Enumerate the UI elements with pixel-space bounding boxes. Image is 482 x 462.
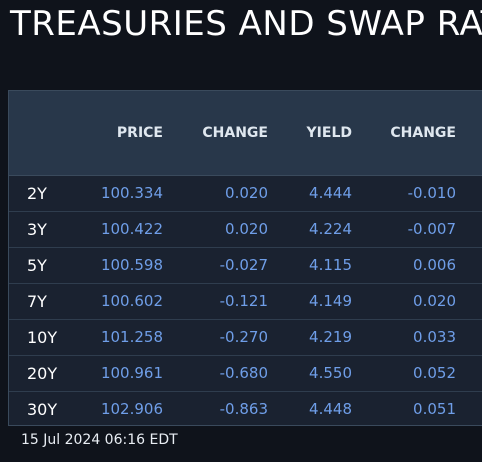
spacer-cell — [456, 247, 482, 284]
table-row: 3Y 100.422 0.020 4.224 -0.007 — [9, 211, 482, 248]
price-change-cell: -0.680 — [163, 355, 268, 392]
rates-table-container: PRICE CHANGE YIELD CHANGE 2Y 100.334 0.0… — [8, 90, 482, 426]
price-cell: 100.598 — [79, 247, 163, 284]
table-row: 30Y 102.906 -0.863 4.448 0.051 — [9, 391, 482, 427]
yield-cell: 4.224 — [268, 211, 352, 248]
tenor-cell: 7Y — [9, 283, 79, 320]
price-cell: 101.258 — [79, 319, 163, 356]
timestamp: 15 Jul 2024 06:16 EDT — [21, 432, 178, 448]
yield-change-cell: -0.007 — [352, 211, 456, 248]
spacer-cell — [456, 211, 482, 248]
tenor-cell: 30Y — [27, 399, 58, 419]
spacer-cell — [456, 391, 482, 427]
yield-change-cell: 0.020 — [352, 283, 456, 320]
price-cell: 100.602 — [79, 283, 163, 320]
page-title: TREASURIES AND SWAP RAT — [10, 4, 482, 44]
price-change-cell: -0.863 — [219, 400, 268, 419]
yield-change-cell: 0.033 — [352, 319, 456, 356]
price-cell: 100.422 — [79, 211, 163, 248]
price-cell: 100.334 — [79, 175, 163, 212]
yield-change-cell: 0.006 — [352, 247, 456, 284]
table-row: 5Y 100.598 -0.027 4.115 0.006 — [9, 247, 482, 284]
table-row: 10Y 101.258 -0.270 4.219 0.033 — [9, 319, 482, 356]
spacer-cell — [456, 355, 482, 392]
table-row: 7Y 100.602 -0.121 4.149 0.020 — [9, 283, 482, 320]
tenor-cell: 3Y — [9, 211, 79, 248]
spacer-cell — [456, 283, 482, 320]
column-header-price-change: CHANGE — [163, 91, 268, 176]
yield-change-cell: 0.052 — [352, 355, 456, 392]
yield-cell: 4.149 — [268, 283, 352, 320]
table-body: 2Y 100.334 0.020 4.444 -0.010 3Y 100.422… — [9, 175, 482, 427]
yield-change-cell: 0.051 — [413, 400, 456, 419]
price-change-cell: -0.121 — [163, 283, 268, 320]
tenor-cell: 20Y — [9, 355, 79, 392]
price-change-cell: -0.027 — [163, 247, 268, 284]
yield-cell: 4.444 — [268, 175, 352, 212]
price-change-cell: -0.270 — [163, 319, 268, 356]
header-row: PRICE CHANGE YIELD CHANGE — [9, 91, 482, 176]
yield-change-cell: -0.010 — [352, 175, 456, 212]
table-row: 2Y 100.334 0.020 4.444 -0.010 — [9, 175, 482, 212]
tenor-cell: 5Y — [9, 247, 79, 284]
yield-cell: 4.550 — [268, 355, 352, 392]
rates-table: PRICE CHANGE YIELD CHANGE 2Y 100.334 0.0… — [9, 91, 482, 427]
spacer-cell — [456, 175, 482, 212]
column-header-yield-change: CHANGE — [352, 91, 456, 176]
column-header-spacer — [456, 91, 482, 176]
column-header-price: PRICE — [79, 91, 163, 176]
yield-cell: 4.448 — [309, 400, 352, 419]
price-change-cell: 0.020 — [163, 175, 268, 212]
yield-cell: 4.115 — [268, 247, 352, 284]
column-header-yield: YIELD — [268, 91, 352, 176]
price-change-cell: 0.020 — [163, 211, 268, 248]
price-cell: 100.961 — [79, 355, 163, 392]
spacer-cell — [456, 319, 482, 356]
table-header: PRICE CHANGE YIELD CHANGE — [9, 91, 482, 176]
tenor-cell: 10Y — [9, 319, 79, 356]
yield-cell: 4.219 — [268, 319, 352, 356]
tenor-cell: 2Y — [9, 175, 79, 212]
table-row: 20Y 100.961 -0.680 4.550 0.052 — [9, 355, 482, 392]
price-cell: 102.906 — [100, 400, 163, 419]
column-header-tenor — [9, 91, 79, 176]
